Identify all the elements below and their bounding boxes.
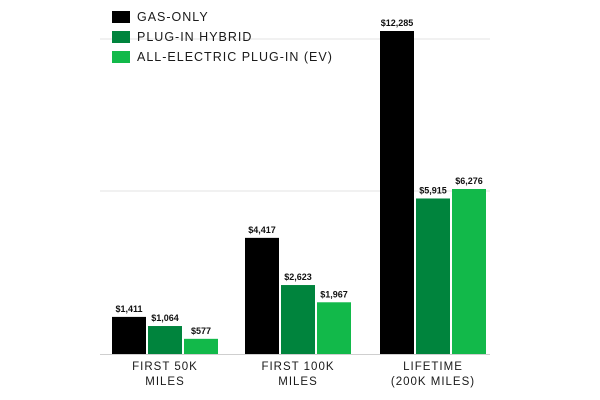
legend-label: PLUG-IN HYBRID [137,30,252,44]
value-labels: $1,411 $1,064 $577 $4,417 $2,623 $1,967 $12,28… [115,18,482,336]
legend-swatch [112,31,130,43]
legend-swatch [112,11,130,23]
data-label: $1,967 [320,289,348,299]
data-label: $5,915 [419,185,447,195]
bars [112,31,486,354]
bar [184,338,218,354]
category-label: MILES [278,376,318,388]
category-label: LIFETIME [403,361,463,373]
bar [148,326,182,354]
bar [281,285,315,354]
gridlines [100,38,490,192]
data-label: $577 [191,326,211,336]
data-label: $2,623 [284,272,312,282]
data-label: $12,285 [381,18,414,28]
bar [452,188,486,354]
bar [317,302,351,354]
bar [416,198,450,354]
data-label: $6,276 [455,176,483,186]
bar [380,31,414,354]
bar [112,316,146,354]
category-label: FIRST 50K [132,361,198,373]
data-label: $1,064 [151,313,179,323]
bar [245,237,279,354]
data-label: $1,411 [115,304,142,314]
category-labels: FIRST 50K MILES FIRST 100K MILES LIFETIME (20… [132,361,475,388]
category-label: FIRST 100K [261,361,334,373]
legend-label: GAS-ONLY [137,10,209,24]
category-label: MILES [145,376,185,388]
legend-label: ALL-ELECTRIC PLUG-IN (EV) [137,50,333,64]
legend: GAS-ONLY PLUG-IN HYBRID ALL-ELECTRIC PLUG-… [112,10,333,64]
data-label: $4,417 [248,225,276,235]
category-label: (200K MILES) [391,376,475,388]
legend-swatch [112,51,130,63]
